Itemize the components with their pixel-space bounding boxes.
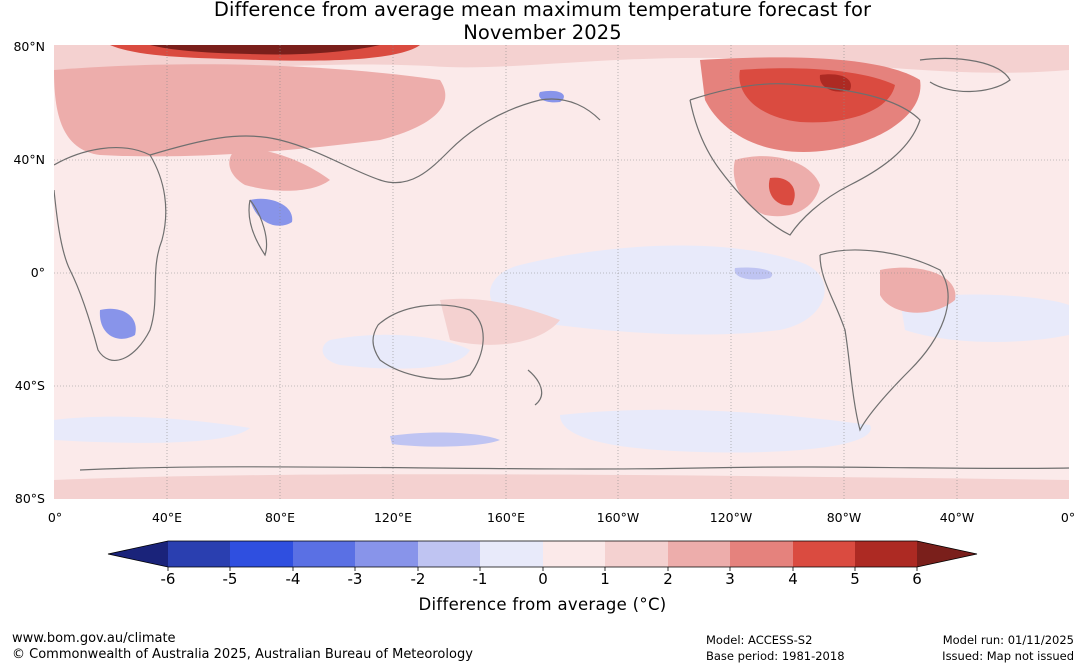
- colorbar-tick-label: -4: [286, 570, 301, 588]
- lat-label-40n: 40°N: [13, 152, 45, 167]
- colorbar-bin-4-5: [793, 541, 856, 567]
- colorbar-bin-m4-m3: [293, 541, 356, 567]
- lat-label-equator: 0°: [31, 265, 45, 280]
- eurasia-warm: [54, 64, 446, 157]
- us-hot: [768, 177, 795, 206]
- africa-coast: [54, 146, 167, 361]
- lon-label-160e: 160°E: [487, 510, 525, 525]
- lon-label-120w: 120°W: [710, 510, 752, 525]
- lat-label-40s: 40°S: [15, 378, 45, 393]
- graticule: [54, 45, 1069, 499]
- south-america-warm: [880, 267, 956, 313]
- colorbar-bin-m5-m4: [230, 541, 293, 567]
- colorbar-tick-label: 0: [538, 570, 548, 588]
- southern-ocean-cool-core: [390, 432, 500, 447]
- footer-left: www.bom.gov.au/climate © Commonwealth of…: [12, 631, 473, 663]
- colorbar-tick-label: 3: [725, 570, 735, 588]
- india-coast: [248, 199, 268, 257]
- australia-coast: [372, 304, 484, 380]
- colorbar-tick-label: -1: [473, 570, 488, 588]
- colorbar-bin-m1-0: [480, 541, 543, 567]
- colorbar-tick-label: -6: [161, 570, 176, 588]
- colorbar-tick-label: -3: [348, 570, 363, 588]
- lat-label-80n: 80°N: [13, 39, 45, 54]
- colorbar-tick-label: 1: [600, 570, 610, 588]
- model-name: Model: ACCESS-S2: [706, 633, 813, 647]
- colorbar-bin-m2-m1: [418, 541, 481, 567]
- colorbar-tick-label: -5: [223, 570, 238, 588]
- model-run: Model run: 01/11/2025: [942, 633, 1074, 647]
- footer-run-info: Model run: 01/11/2025 Issued: Map not is…: [942, 632, 1074, 664]
- lon-label-40w: 40°W: [940, 510, 975, 525]
- lon-label-0-right: 0°: [1061, 510, 1075, 525]
- india-cool: [250, 198, 293, 226]
- forecast-map: [54, 45, 1069, 499]
- colorbar-label: Difference from average (°C): [418, 595, 667, 614]
- pacific-cool-core: [734, 267, 773, 280]
- lon-label-160w: 160°W: [597, 510, 639, 525]
- antarctica-coast: [79, 466, 1069, 471]
- issued-status: Issued: Map not issued: [942, 649, 1074, 663]
- title-line-2: November 2025: [463, 21, 622, 44]
- lon-label-120e: 120°E: [374, 510, 412, 525]
- copyright-text: © Commonwealth of Australia 2025, Austra…: [12, 647, 473, 662]
- lon-label-80e: 80°E: [265, 510, 295, 525]
- colorbar-bin-0-1: [543, 541, 606, 567]
- colorbar-extend-low: [108, 541, 168, 567]
- canada-hot: [739, 68, 895, 123]
- lat-label-80s: 80°S: [15, 491, 45, 506]
- colorbar-bin-2-3: [668, 541, 731, 567]
- lon-label-80w: 80°W: [827, 510, 862, 525]
- greenland-coast: [919, 57, 1011, 93]
- colorbar-tick-label: -2: [411, 570, 426, 588]
- longitude-labels: 0° 40°E 80°E 120°E 160°E 160°W 120°W 80°…: [48, 510, 1075, 525]
- colorbar-tick-label: 5: [850, 570, 860, 588]
- antarctic-warm: [54, 474, 1069, 499]
- eurasia-coast: [149, 98, 601, 184]
- colorbar-bin-m3-m2: [355, 541, 418, 567]
- indian-ocean-cool: [322, 334, 470, 369]
- lon-label-0-left: 0°: [48, 510, 62, 525]
- colorbar-ticks: [167, 567, 918, 571]
- south-atlantic-cool: [54, 416, 250, 443]
- southern-ocean-cool: [560, 409, 871, 453]
- title-line-1: Difference from average mean maximum tem…: [213, 0, 872, 21]
- footer-model-info: Model: ACCESS-S2 Base period: 1981-2018: [706, 632, 845, 664]
- colorbar: -6 -5 -4 -3 -2 -1 0 1 2 3 4 5 6: [107, 540, 978, 588]
- colorbar-bin-5-6: [855, 541, 918, 567]
- colorbar-bin-3-4: [730, 541, 793, 567]
- colorbar-bin-1-2: [605, 541, 668, 567]
- central-asia-warm: [229, 149, 330, 191]
- colorbar-tick-label: 6: [912, 570, 922, 588]
- colorbar-bin-m6-m5: [168, 541, 231, 567]
- colorbar-tick-label: 4: [788, 570, 798, 588]
- north-america-coast: [689, 83, 921, 236]
- colorbar-tick-label: 2: [663, 570, 673, 588]
- africa-cool: [99, 308, 136, 339]
- chart-title: Difference from average mean maximum tem…: [0, 0, 1085, 44]
- latitude-labels: 80°N 40°N 0° 40°S 80°S: [13, 39, 45, 506]
- colorbar-tick-labels: -6 -5 -4 -3 -2 -1 0 1 2 3 4 5 6: [161, 570, 922, 588]
- lon-label-40e: 40°E: [152, 510, 182, 525]
- arctic-extreme: [150, 45, 380, 55]
- base-period: Base period: 1981-2018: [706, 649, 845, 663]
- website-link[interactable]: www.bom.gov.au/climate: [12, 631, 176, 646]
- coastlines: [54, 57, 1069, 471]
- colorbar-extend-high: [917, 541, 977, 567]
- new-zealand-coast: [527, 369, 543, 406]
